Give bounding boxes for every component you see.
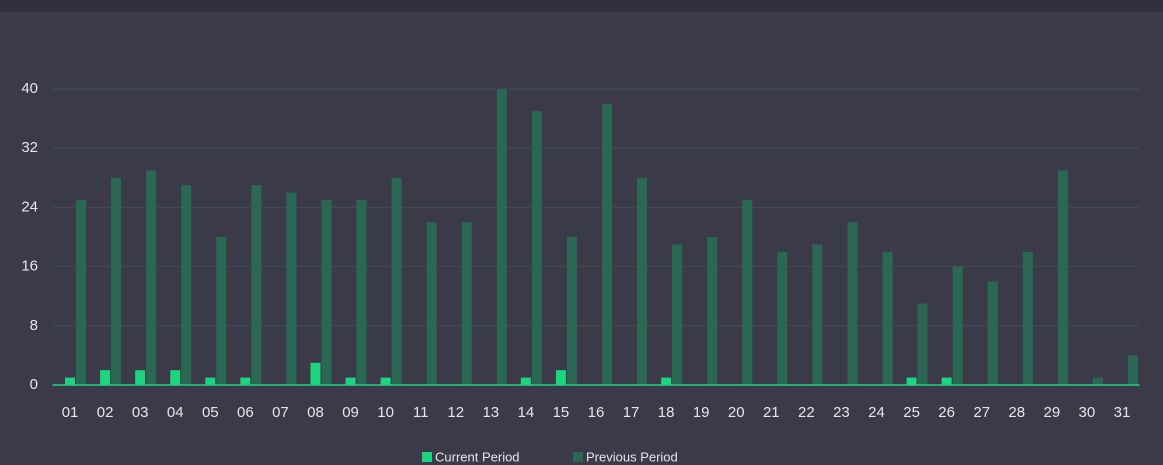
bar bbox=[181, 185, 192, 385]
x-tick-label: 24 bbox=[868, 404, 885, 421]
x-tick-label: 08 bbox=[307, 404, 324, 421]
x-tick-label: 21 bbox=[763, 404, 780, 421]
bar bbox=[205, 377, 216, 385]
bar bbox=[135, 370, 146, 385]
bar bbox=[1127, 355, 1138, 385]
bar bbox=[941, 377, 952, 385]
bar bbox=[286, 192, 297, 385]
bar bbox=[65, 377, 76, 385]
y-tick-label: 24 bbox=[21, 198, 38, 215]
bar bbox=[310, 362, 321, 385]
bar bbox=[707, 237, 718, 385]
x-tick-label: 23 bbox=[833, 404, 850, 421]
bar bbox=[426, 222, 437, 385]
bar bbox=[882, 251, 893, 385]
bar bbox=[496, 89, 507, 385]
bar bbox=[555, 370, 566, 385]
x-tick-label: 26 bbox=[938, 404, 955, 421]
bar bbox=[111, 177, 122, 385]
x-tick-label: 04 bbox=[167, 404, 184, 421]
y-tick-label: 8 bbox=[30, 317, 38, 334]
bar bbox=[380, 377, 391, 385]
x-tick-label: 28 bbox=[1008, 404, 1025, 421]
bar bbox=[952, 266, 963, 385]
bar bbox=[672, 244, 683, 385]
bar bbox=[777, 251, 788, 385]
bar bbox=[345, 377, 356, 385]
bar bbox=[321, 200, 332, 385]
bar bbox=[391, 177, 402, 385]
bar bbox=[146, 170, 157, 385]
bar bbox=[812, 244, 823, 385]
x-tick-label: 31 bbox=[1114, 404, 1131, 421]
x-tick-label: 13 bbox=[482, 404, 499, 421]
bar bbox=[987, 281, 998, 385]
y-tick-label: 16 bbox=[21, 258, 38, 275]
x-tick-label: 25 bbox=[903, 404, 920, 421]
bar bbox=[170, 370, 181, 385]
bar bbox=[602, 103, 612, 386]
x-tick-label: 06 bbox=[237, 404, 254, 421]
y-tick-label: 0 bbox=[30, 376, 38, 393]
bar bbox=[531, 111, 542, 385]
x-tick-label: 17 bbox=[623, 404, 640, 421]
bar bbox=[847, 222, 858, 385]
x-tick-label: 01 bbox=[62, 404, 79, 421]
x-tick-label: 03 bbox=[132, 404, 149, 421]
x-tick-label: 02 bbox=[97, 404, 114, 421]
x-tick-label: 18 bbox=[658, 404, 675, 421]
bar bbox=[356, 200, 367, 385]
x-tick-label: 05 bbox=[202, 404, 219, 421]
top-band bbox=[0, 0, 1163, 12]
x-tick-label: 09 bbox=[342, 404, 359, 421]
y-tick-label: 40 bbox=[21, 80, 38, 97]
x-tick-label: 16 bbox=[588, 404, 605, 421]
bar bbox=[742, 200, 753, 385]
bar bbox=[520, 377, 531, 385]
legend-swatch bbox=[422, 452, 432, 462]
bar bbox=[1022, 251, 1033, 385]
bar bbox=[566, 237, 577, 385]
x-tick-label: 20 bbox=[728, 404, 745, 421]
bar bbox=[906, 377, 917, 385]
legend-swatch bbox=[573, 452, 583, 462]
x-tick-label: 11 bbox=[413, 404, 429, 421]
x-tick-label: 29 bbox=[1043, 404, 1060, 421]
x-tick-label: 19 bbox=[693, 404, 710, 421]
legend-label: Previous Period bbox=[586, 449, 678, 464]
x-tick-label: 07 bbox=[272, 404, 289, 421]
bar bbox=[461, 222, 472, 385]
legend-label: Current Period bbox=[435, 449, 520, 464]
bar bbox=[100, 370, 111, 385]
bar bbox=[240, 377, 251, 385]
bar bbox=[1057, 170, 1068, 385]
x-tick-label: 30 bbox=[1079, 404, 1096, 421]
bar bbox=[917, 303, 928, 385]
bar bbox=[216, 237, 227, 385]
x-tick-label: 10 bbox=[377, 404, 394, 421]
x-tick-label: 22 bbox=[798, 404, 815, 421]
x-tick-label: 15 bbox=[553, 404, 570, 421]
bar bbox=[1092, 377, 1103, 385]
x-tick-label: 14 bbox=[518, 404, 535, 421]
bar bbox=[637, 177, 648, 385]
bar bbox=[76, 200, 87, 385]
y-tick-label: 32 bbox=[21, 139, 38, 156]
bar bbox=[251, 185, 262, 385]
bar bbox=[661, 377, 672, 385]
x-tick-label: 27 bbox=[973, 404, 990, 421]
x-tick-label: 12 bbox=[447, 404, 464, 421]
